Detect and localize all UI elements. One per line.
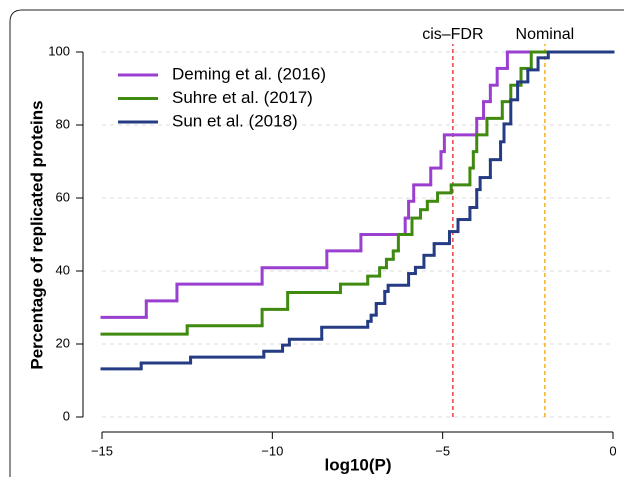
x-tick-label: −15 — [91, 443, 113, 458]
legend-label: Sun et al. (2018) — [172, 111, 298, 130]
y-tick-label: 80 — [56, 116, 70, 131]
x-axis-title: log10(P) — [324, 455, 391, 474]
x-tick-label: −10 — [261, 443, 283, 458]
legend-label: Deming et al. (2016) — [172, 64, 326, 83]
y-tick-label: 40 — [56, 262, 70, 277]
frame — [9, 9, 624, 477]
legend-label: Suhre et al. (2017) — [172, 88, 313, 107]
x-tick-label: 0 — [609, 443, 616, 458]
y-axis-title: Percentage of replicated proteins — [27, 100, 46, 369]
x-tick-label: −5 — [435, 443, 450, 458]
y-tick-label: 0 — [63, 408, 70, 423]
y-tick-label: 60 — [56, 189, 70, 204]
annotation: Nominal — [516, 26, 575, 43]
y-tick-label: 20 — [56, 335, 70, 350]
y-tick-label: 100 — [48, 43, 70, 58]
annotation: cis–FDR — [422, 26, 483, 43]
